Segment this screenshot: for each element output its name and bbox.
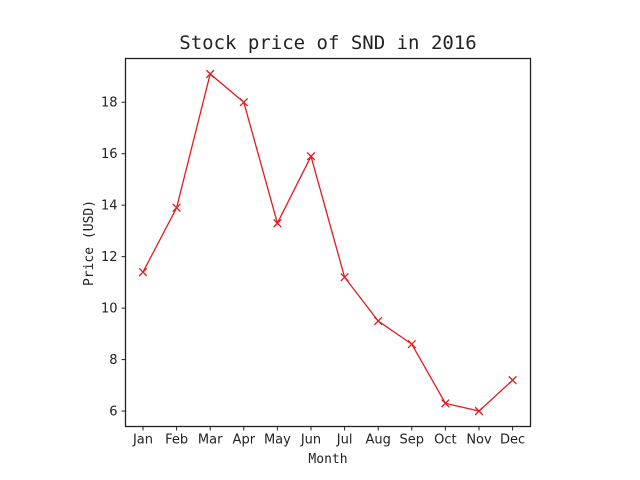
x-tick-label: Sep xyxy=(400,433,425,448)
x-tick-label: Mar xyxy=(198,433,223,448)
series-line xyxy=(142,72,514,412)
y-tick-label: 8 xyxy=(109,353,117,368)
x-tick-label: Oct xyxy=(434,433,456,448)
x-tick-label: Dec xyxy=(500,433,525,448)
x-tick-label: Jun xyxy=(300,433,321,448)
data-point-marker xyxy=(373,316,383,326)
y-tick-label: 10 xyxy=(101,302,118,317)
data-point-marker xyxy=(138,267,148,277)
data-point-marker xyxy=(441,399,450,408)
y-axis-label: Price (USD) xyxy=(82,200,97,286)
x-tick-label: May xyxy=(264,433,291,448)
data-point-marker xyxy=(474,406,484,416)
x-axis-label: Month xyxy=(308,452,347,467)
x-tick-label: Aug xyxy=(366,433,391,448)
plot-frame xyxy=(124,57,532,428)
data-point-marker xyxy=(508,375,517,385)
y-tick-label: 12 xyxy=(101,250,118,265)
y-tick-label: 6 xyxy=(109,405,117,420)
data-point-marker xyxy=(172,203,181,213)
data-point-marker xyxy=(340,272,349,282)
x-tick-label: Apr xyxy=(233,433,256,448)
y-tick-label: 14 xyxy=(101,199,118,214)
x-tick-label: Jan xyxy=(132,433,153,448)
data-point-marker xyxy=(273,218,282,228)
chart-title: Stock price of SND in 2016 xyxy=(179,32,476,54)
x-tick-label: Feb xyxy=(165,433,188,448)
data-point-marker xyxy=(239,97,249,107)
x-tick-label: Jul xyxy=(336,433,353,448)
data-point-marker xyxy=(407,339,417,349)
x-tick-label: Nov xyxy=(466,433,492,448)
data-point-marker xyxy=(205,69,215,79)
data-point-marker xyxy=(306,152,316,161)
y-tick-label: 18 xyxy=(101,96,118,111)
y-tick-label: 16 xyxy=(101,147,118,162)
